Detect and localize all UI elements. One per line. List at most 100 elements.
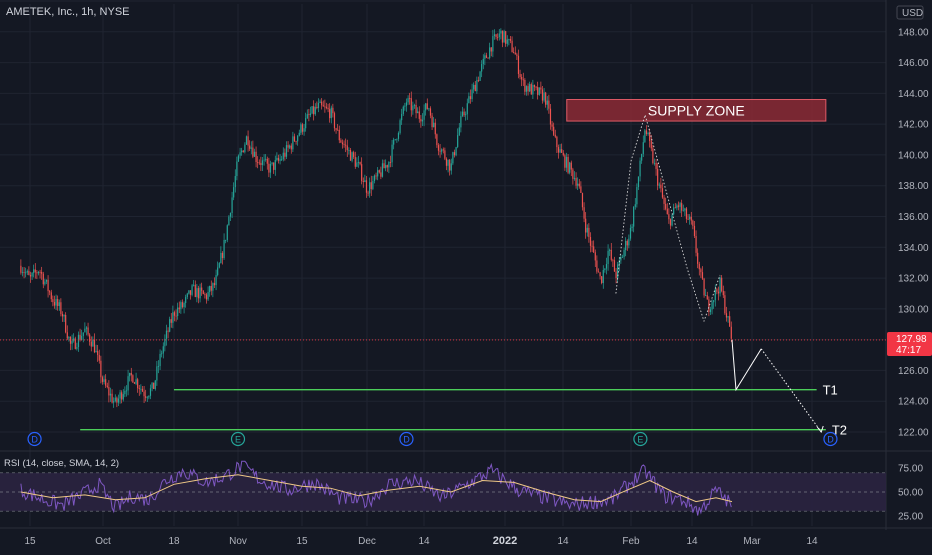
time-tick-label: 2022 [493, 535, 517, 547]
candle-body [548, 100, 550, 109]
candle-body [148, 395, 150, 398]
candle-body [52, 299, 54, 303]
candle-body [628, 238, 630, 246]
candle-body [506, 39, 508, 44]
candle-body [76, 347, 78, 349]
candle-body [711, 302, 713, 310]
candle-body [95, 350, 97, 353]
candle-body [135, 379, 137, 384]
candle-body [393, 139, 395, 145]
price-tick-label: 122.00 [898, 428, 929, 439]
candle-body [605, 264, 608, 269]
candle-body [229, 213, 232, 217]
candle-body [111, 393, 113, 403]
candle-body [586, 227, 588, 233]
candle-body [689, 216, 691, 220]
candle-body [215, 275, 217, 286]
price-tick-label: 138.00 [898, 181, 929, 192]
candle-body [119, 392, 121, 399]
candle-body [697, 252, 699, 264]
candle-body [348, 150, 350, 151]
candle-body [237, 155, 240, 162]
candle-body [458, 127, 460, 136]
dividend-marker[interactable]: D [399, 431, 414, 447]
candle-body [402, 106, 404, 115]
candle-body [257, 162, 259, 163]
candle-body [351, 152, 353, 161]
candle-body [359, 162, 361, 165]
candle-body [45, 279, 48, 282]
supply-zone-box[interactable] [566, 99, 827, 122]
candle-body [495, 34, 497, 37]
currency-badge[interactable] [896, 5, 924, 20]
candle-body [151, 382, 153, 389]
candle-body [417, 111, 419, 114]
rsi-sma-line [20, 474, 733, 503]
candle-body [322, 105, 324, 107]
candle-body [577, 183, 579, 186]
candle-body [716, 289, 718, 292]
candle-body [156, 366, 158, 381]
candle-body [77, 334, 80, 348]
rsi-pane[interactable] [0, 460, 886, 516]
candle-body [29, 275, 32, 277]
candle-body [57, 298, 59, 306]
candle-body [709, 309, 712, 313]
candle-body [346, 145, 348, 151]
candle-body [677, 205, 680, 207]
dividend-marker[interactable]: D [27, 431, 42, 447]
earnings-marker[interactable]: E [230, 431, 246, 447]
candle-body [564, 155, 566, 168]
candle-body [447, 159, 449, 166]
price-tick-label: 130.00 [898, 304, 929, 315]
candle-body [332, 107, 334, 114]
candle-body [85, 327, 88, 329]
candle-body [537, 87, 539, 95]
candle-body [397, 132, 400, 139]
candle-body [365, 180, 368, 193]
candle-body [553, 126, 555, 135]
candle-body [524, 79, 526, 92]
candle-body [519, 73, 521, 77]
candle-body [460, 116, 462, 128]
currency-label: USD [902, 8, 923, 19]
price-pane[interactable] [0, 28, 886, 408]
candle-body [165, 330, 168, 339]
candle-body [121, 392, 123, 400]
candle-body [74, 338, 76, 349]
candle-body [637, 176, 640, 188]
candle-body [375, 175, 377, 177]
candle-body [490, 47, 492, 52]
time-tick-label: 14 [418, 536, 430, 547]
candle-body [268, 163, 270, 173]
candle-body [457, 135, 459, 148]
candle-body [41, 271, 43, 274]
candle-body [409, 98, 411, 99]
time-tick-label: 14 [686, 536, 698, 547]
candle-body [525, 86, 528, 92]
candle-body [287, 145, 289, 148]
candle-body [652, 148, 654, 164]
candle-body [698, 263, 700, 270]
time-tick-label: Feb [622, 536, 640, 547]
candle-body [533, 85, 536, 87]
candle-body [319, 101, 321, 103]
candle-body [266, 158, 268, 164]
candle-body [124, 390, 126, 395]
candle-body [532, 85, 534, 95]
dividend-marker[interactable]: D [823, 431, 838, 447]
candle-body [681, 203, 683, 211]
candle-body [253, 151, 256, 157]
candle-body [71, 340, 73, 344]
earnings-marker[interactable]: E [633, 431, 648, 447]
candle-body [50, 292, 52, 300]
candle-body [722, 290, 724, 296]
candle-body [141, 388, 144, 392]
candle-body [674, 207, 676, 209]
candle-body [212, 283, 214, 291]
candle-body [343, 144, 345, 145]
swing-arc-dotted [615, 114, 721, 322]
